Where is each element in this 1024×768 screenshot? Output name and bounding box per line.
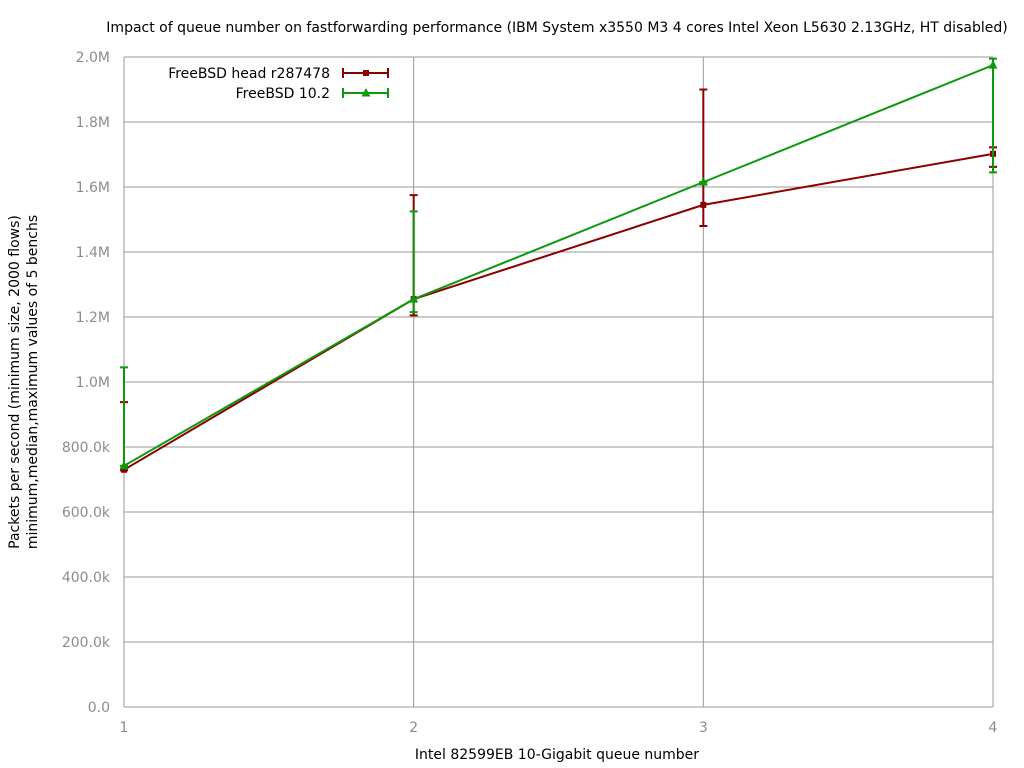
legend-item: FreeBSD 10.2 bbox=[236, 86, 389, 102]
y-axis-title-line: Packets per second (minimum size, 2000 f… bbox=[7, 215, 23, 549]
y-tick-labels: 0.0 200.0k 400.0k 600.0k 800.0k 1.0M 1.2M 1.4M 1… bbox=[62, 50, 111, 716]
data-point-marker bbox=[988, 60, 998, 69]
legend-item: FreeBSD head r287478 bbox=[168, 66, 389, 82]
x-tick-label: 2 bbox=[409, 720, 418, 736]
data-point-marker bbox=[121, 466, 127, 473]
y-tick-label: 600.0k bbox=[62, 505, 111, 521]
y-tick-label: 1.8M bbox=[76, 115, 110, 131]
y-tick-label: 1.4M bbox=[76, 245, 110, 261]
y-tick-label: 0.0 bbox=[88, 700, 110, 716]
x-tick-label: 1 bbox=[120, 720, 129, 736]
series-1 bbox=[119, 57, 998, 470]
y-tick-label: 2.0M bbox=[76, 50, 110, 66]
data-point-marker bbox=[409, 294, 419, 303]
legend: FreeBSD head r287478 FreeBSD 10.2 bbox=[168, 66, 389, 102]
y-tick-label: 800.0k bbox=[62, 440, 111, 456]
series-line bbox=[123, 64, 994, 467]
y-axis-title-line: minimum,median,maximum values of 5 bench… bbox=[25, 215, 41, 549]
y-axis-title: Packets per second (minimum size, 2000 f… bbox=[7, 215, 41, 549]
x-axis-title: Intel 82599EB 10-Gigabit queue number bbox=[415, 747, 699, 763]
series-line bbox=[123, 152, 994, 471]
series-layer bbox=[119, 57, 998, 473]
chart-title: Impact of queue number on fastforwarding… bbox=[106, 20, 1007, 36]
y-tick-label: 1.0M bbox=[76, 375, 110, 391]
x-tick-label: 3 bbox=[699, 720, 708, 736]
data-point-marker bbox=[698, 177, 708, 186]
data-point-marker bbox=[700, 201, 707, 208]
grid bbox=[123, 56, 994, 708]
y-tick-label: 1.2M bbox=[76, 310, 110, 326]
data-point-marker bbox=[361, 88, 371, 97]
y-tick-label: 1.6M bbox=[76, 180, 110, 196]
y-tick-label: 400.0k bbox=[62, 570, 111, 586]
legend-label: FreeBSD head r287478 bbox=[168, 66, 330, 82]
data-point-marker bbox=[119, 460, 129, 470]
data-point-marker bbox=[363, 70, 369, 76]
x-tick-label: 4 bbox=[989, 720, 998, 736]
legend-label: FreeBSD 10.2 bbox=[236, 86, 330, 102]
x-tick-labels: 1 2 3 4 bbox=[120, 720, 998, 736]
series-0 bbox=[120, 88, 997, 473]
y-tick-label: 200.0k bbox=[62, 635, 111, 651]
